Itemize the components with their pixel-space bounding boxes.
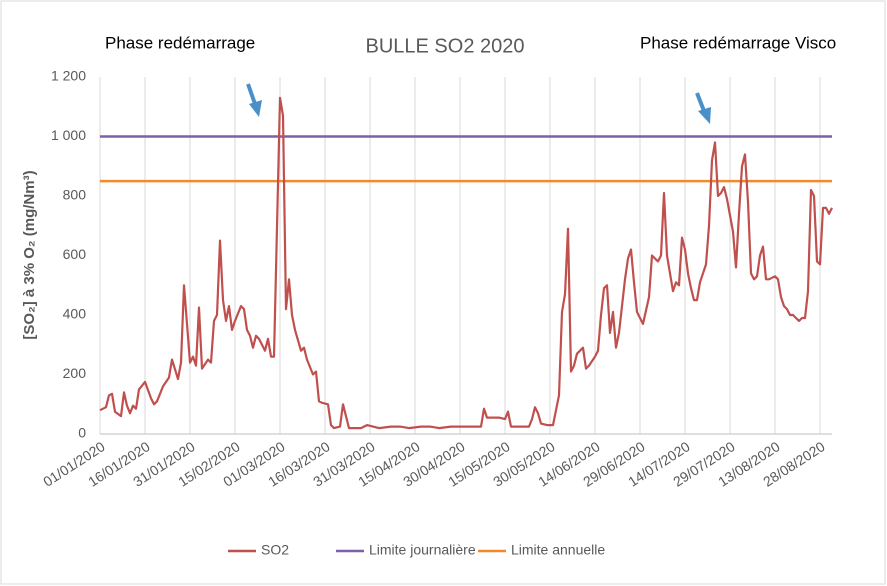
series-line	[99, 96, 833, 430]
arrow-shaft	[695, 92, 706, 112]
y-tick-label: 1 200	[51, 68, 86, 84]
annotation: Phase redémarrage	[105, 33, 255, 52]
y-tick-label: 400	[63, 306, 87, 322]
legend-label: SO2	[261, 542, 289, 558]
arrow-head	[698, 107, 711, 124]
legend-label: Limite journalière	[369, 542, 476, 558]
arrow	[246, 83, 711, 124]
legend-label: Limite annuelle	[511, 542, 605, 558]
arrow-shaft	[246, 83, 257, 105]
arrow-head	[249, 100, 262, 117]
y-tick-label: 800	[63, 187, 87, 203]
y-tick-label: 200	[63, 365, 87, 381]
y-axis-label: [SO₂] à 3% O₂ (mg/Nm³)	[21, 170, 38, 339]
annotation: Phase redémarrage Visco	[640, 33, 836, 52]
y-tick-label: 600	[63, 246, 87, 262]
chart-title: BULLE SO2 2020	[366, 35, 525, 57]
y-tick-label: 0	[78, 425, 86, 441]
y-tick-label: 1 000	[51, 127, 86, 143]
